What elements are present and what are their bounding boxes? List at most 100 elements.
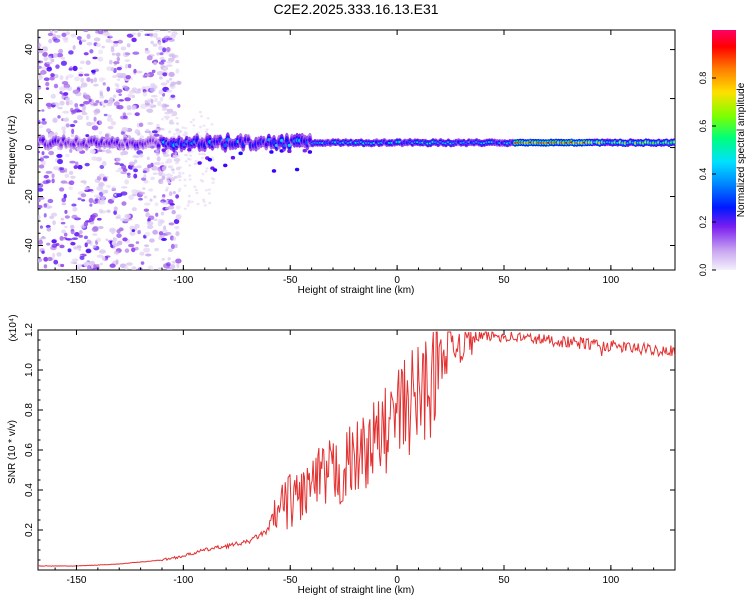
spectrogram-cell [120, 131, 125, 135]
spectrogram-cell [137, 32, 141, 37]
spectrogram-cell [60, 263, 65, 268]
colorbar-tick-label: 0.6 [698, 120, 708, 133]
spectrogram-cell [89, 203, 93, 207]
spectrogram-cell [38, 150, 41, 154]
spectrogram-cell [223, 163, 228, 168]
spectrogram-cell [89, 49, 94, 54]
spectrogram-cell [80, 77, 85, 83]
spectrogram-cell [85, 134, 90, 138]
spectrogram-cell [62, 117, 70, 122]
spectrogram-cell [133, 155, 140, 158]
spectrogram-cell [83, 221, 89, 227]
spectrogram-cell [49, 76, 55, 81]
spectrogram-cell [131, 207, 137, 212]
spectrogram-cell [160, 59, 166, 63]
y-tick-label: 20 [24, 93, 35, 105]
spectrogram-cell [118, 99, 125, 102]
spectrogram-cell [59, 169, 66, 173]
spectrogram-cell [124, 52, 131, 56]
spectrogram-cell [172, 133, 176, 136]
spectrogram-cell [41, 151, 45, 156]
spectrogram-cell [126, 172, 131, 176]
spectrogram-cell [60, 60, 67, 66]
spectrogram-cell [177, 103, 181, 108]
spectrogram-cell [117, 39, 124, 44]
spectrogram-cell [183, 153, 187, 157]
spectrogram-cell [56, 153, 63, 158]
spectrogram-cell [60, 217, 65, 221]
spectrogram-frame [37, 29, 676, 271]
spectrogram-cell [46, 66, 53, 72]
spectrogram-cell [187, 199, 191, 203]
spectrogram-cell [184, 126, 188, 130]
spectrogram-cell [204, 189, 208, 192]
spectrogram-cell [183, 184, 187, 187]
spectrogram-cell [94, 112, 98, 116]
spectrogram-cell [113, 40, 119, 44]
spectrogram-cell [118, 227, 124, 232]
spectrogram-cell [188, 178, 192, 181]
spectrogram-cell [112, 94, 117, 99]
spectrogram-cell [98, 249, 106, 254]
spectrogram-cell [171, 34, 175, 39]
spectrogram-cell [144, 244, 149, 247]
spectrogram-cell [38, 239, 43, 245]
spectrogram-cell [83, 73, 90, 77]
spectrogram-cell [170, 177, 176, 182]
chart-title: C2E2.2025.333.16.13.E31 [273, 1, 438, 17]
spectrogram-cell [105, 150, 113, 154]
spectrogram-cell [174, 161, 178, 165]
spectrogram-cell [59, 167, 65, 171]
spectrogram-cell [147, 224, 154, 230]
spectrogram-cell [76, 114, 84, 121]
spectrogram-cell [201, 172, 205, 176]
spectrogram-cell [147, 164, 152, 169]
spectrogram-cell [135, 241, 140, 244]
spectrogram-cell [126, 43, 131, 48]
spectrogram-cell [99, 77, 104, 83]
spectrogram-cell [70, 261, 75, 264]
spectrogram-cell [115, 169, 123, 173]
spectrogram-cell [167, 165, 174, 169]
spectrogram-cell [87, 188, 94, 192]
y-tick-label: 1.0 [24, 363, 35, 377]
spectrogram-cell [153, 133, 160, 137]
spectrogram-cell [156, 144, 161, 148]
spectrogram-cell [127, 93, 133, 98]
spectrogram-cell [79, 60, 85, 65]
spectrogram-cell [153, 218, 158, 222]
spectrogram-cell [41, 118, 46, 122]
spectrogram-cell [178, 166, 182, 169]
spectrogram-cell [98, 149, 103, 152]
spectrogram-cell [179, 130, 183, 133]
y-tick-label: 0.8 [24, 403, 35, 417]
spectrogram-cell [86, 239, 92, 245]
x-tick-label: -100 [173, 575, 193, 586]
spectrogram-cell [199, 115, 203, 118]
spectrogram-cell [38, 196, 45, 200]
spectrogram-cell [59, 100, 65, 106]
spectrogram-cell [168, 131, 172, 134]
spectrogram-cell [71, 203, 77, 207]
spectrogram-cell [132, 51, 140, 55]
spectrogram-cell [124, 179, 130, 185]
spectrogram-cell [160, 201, 164, 204]
spectrogram-cell [38, 125, 43, 129]
spectrogram-cell [168, 199, 174, 205]
spectrogram-cell [148, 132, 153, 136]
spectrogram-cell [57, 115, 61, 119]
spectrogram-cell [189, 120, 193, 124]
spectrogram-cell [166, 79, 170, 84]
snr-y-label: SNR (10 * v/v) [7, 420, 18, 484]
spectrogram-cell [116, 193, 123, 198]
spectrogram-cell [115, 52, 121, 57]
spectrogram-cell [172, 190, 176, 195]
spectrogram-cell [59, 86, 66, 92]
spectrogram-cell [139, 30, 144, 33]
spectrogram-cell [51, 212, 58, 217]
spectrogram-cell [43, 77, 50, 82]
spectrogram-cell [120, 171, 127, 175]
spectrogram-cell [93, 77, 98, 83]
spectrogram-cell [177, 189, 181, 193]
spectrogram-cell [93, 194, 101, 198]
